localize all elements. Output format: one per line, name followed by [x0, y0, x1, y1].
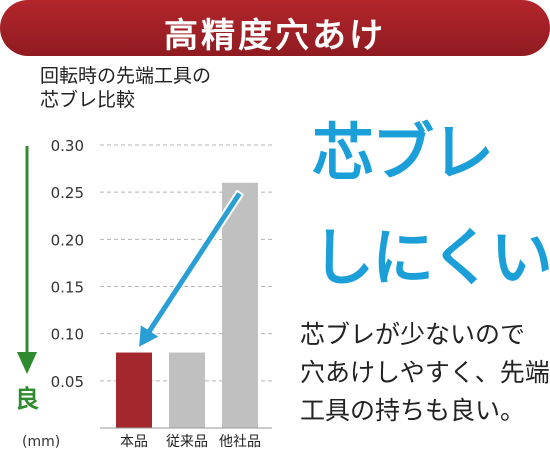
chart-title-line-2: 芯ブレ比較	[40, 89, 136, 111]
x-tick-label: 従来品	[166, 434, 208, 450]
chart-title: 回転時の先端工具の 芯ブレ比較	[40, 64, 270, 112]
bar-2	[169, 352, 205, 428]
x-tick-label: 本品	[120, 434, 148, 450]
banner-title: 高精度穴あけ	[164, 16, 386, 56]
y-tick-label: 0.20	[51, 231, 84, 249]
y-tick-label: 0.15	[51, 279, 84, 297]
chart-title-line-1: 回転時の先端工具の	[40, 65, 212, 87]
bar-1	[116, 352, 152, 428]
bar-chart: 0.30 0.25 0.20 0.15 0.10 0.05 本品 従来品 他社品 (mm) 良	[15, 137, 272, 450]
annotations	[17, 146, 244, 374]
unit-label: (mm)	[22, 434, 60, 450]
title-banner: 高精度穴あけ	[0, 0, 550, 56]
better-label: 良	[15, 385, 39, 413]
bars	[116, 182, 258, 428]
labels: 0.30 0.25 0.20 0.15 0.10 0.05 本品 従来品 他社品 (mm) 良	[15, 137, 261, 450]
y-tick-label: 0.25	[51, 184, 84, 202]
headline-line-1: 芯ブレ	[312, 116, 494, 189]
y-tick-label: 0.05	[51, 373, 84, 391]
description-line-1: 芯ブレが少ないので	[300, 320, 526, 349]
y-tick-label: 0.10	[51, 326, 84, 344]
y-tick-label: 0.30	[51, 137, 84, 155]
description: 芯ブレが少ないので 穴あけしやすく、先端 工具の持ちも良い。	[300, 316, 550, 430]
description-line-2: 穴あけしやすく、先端	[300, 358, 550, 387]
description-line-3: 工具の持ちも良い。	[300, 396, 526, 425]
headline-line-2: しにくい	[312, 221, 550, 294]
better-arrow-head	[17, 352, 37, 374]
x-tick-label: 他社品	[219, 434, 261, 450]
bar-3	[222, 182, 258, 428]
comparison-arrow	[137, 189, 244, 350]
